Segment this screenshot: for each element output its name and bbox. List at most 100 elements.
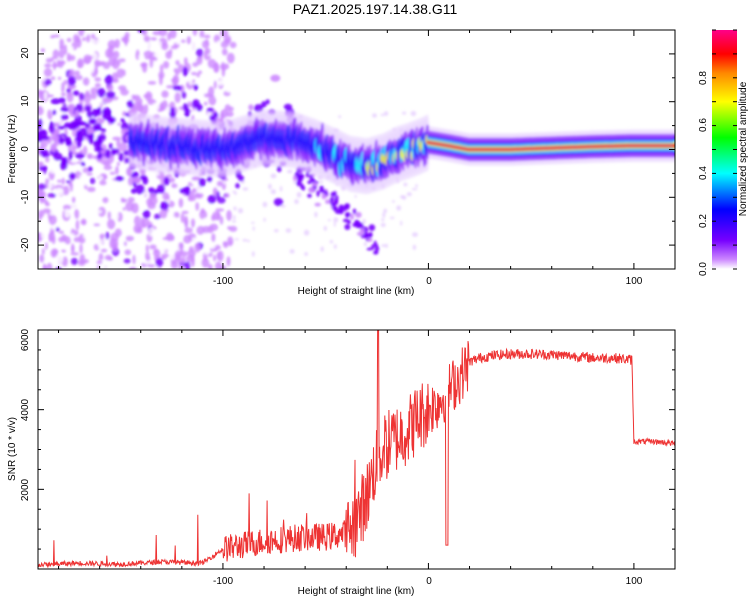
snr-panel: -100 0 100 Height of straight line (km) …	[7, 328, 676, 597]
heatmap-cell	[93, 140, 99, 148]
heatmap-cell	[42, 220, 51, 230]
colorbar: 0.0 0.2 0.4 0.6 0.8 Normalized spectral …	[698, 29, 749, 276]
heatmap-cell	[81, 167, 90, 173]
heatmap-cell	[107, 218, 116, 230]
heatmap-cell	[81, 205, 90, 213]
heatmap-cell	[381, 218, 385, 222]
heatmap-cell	[47, 193, 57, 198]
heatmap-cell	[137, 206, 146, 211]
heatmap-cell	[93, 209, 103, 214]
heatmap-cell	[138, 54, 145, 59]
heatmap-cell	[168, 253, 175, 260]
heatmap-cell	[209, 241, 216, 249]
heatmap-cell	[101, 61, 105, 65]
heatmap-cell	[78, 30, 86, 37]
heatmap-cell	[83, 31, 89, 36]
heatmap-cell	[184, 261, 191, 269]
heatmap-cell	[111, 72, 119, 83]
heatmap-cell	[82, 145, 88, 156]
heatmap-cell	[220, 40, 229, 49]
heatmap-cell	[74, 70, 80, 76]
heatmap-cell	[44, 78, 52, 86]
heatmap-cell	[402, 195, 407, 200]
heatmap-cell	[73, 34, 79, 43]
heatmap-cell	[191, 189, 198, 193]
heatmap-cell	[320, 246, 324, 252]
heatmap-cell	[403, 182, 408, 187]
heatmap-cell	[373, 240, 377, 246]
heatmap-cell	[165, 188, 175, 194]
heatmap-cell	[63, 79, 68, 85]
heatmap-cell	[87, 134, 94, 145]
heatmap-cell	[319, 185, 324, 191]
heatmap-cell	[368, 224, 376, 232]
spectrogram-ytick-label-3: 10	[20, 95, 31, 107]
heatmap-cell	[45, 157, 50, 163]
heatmap-cell	[175, 70, 180, 75]
heatmap-cell	[102, 197, 109, 204]
heatmap-cell	[91, 33, 96, 39]
heatmap-cell	[187, 249, 196, 257]
heatmap-cell	[51, 226, 56, 230]
heatmap-cell	[304, 252, 308, 256]
heatmap-cell	[183, 234, 192, 244]
heatmap-cell	[247, 239, 250, 243]
heatmap-cell	[61, 249, 66, 253]
heatmap-cell	[108, 188, 116, 197]
colorbar-tick-label-2: 0.4	[698, 166, 709, 180]
heatmap-cell	[80, 219, 87, 225]
spectrogram-xtick-label-0: -100	[213, 276, 233, 287]
heatmap-cell	[168, 177, 175, 183]
heatmap-cell	[39, 141, 48, 149]
heatmap-cell	[38, 183, 47, 190]
heatmap-cell	[96, 260, 103, 265]
colorbar-tick-label-0: 0.0	[698, 262, 709, 276]
heatmap-cell	[50, 76, 56, 81]
heatmap-cell	[165, 174, 173, 178]
snr-ytick-label-2: 6000	[20, 328, 31, 351]
heatmap-cell	[97, 87, 106, 98]
heatmap-cell	[219, 30, 229, 37]
heatmap-cell	[66, 37, 72, 43]
heatmap-cell	[131, 241, 141, 246]
heatmap-cell	[105, 149, 111, 159]
heatmap-cell	[415, 184, 418, 188]
heatmap-cell	[307, 180, 312, 185]
heatmap-cell	[219, 216, 224, 225]
heatmap-cell	[400, 220, 403, 226]
heatmap-cell	[135, 227, 141, 233]
heatmap-cell	[78, 127, 88, 138]
heatmap-cell	[198, 70, 202, 75]
heatmap-cell	[175, 60, 180, 66]
heatmap-cell	[171, 64, 178, 68]
heatmap-cell	[226, 210, 232, 221]
heatmap-cell	[169, 49, 173, 55]
heatmap-cell	[72, 90, 80, 96]
heatmap-cell	[48, 233, 52, 243]
heatmap-cell	[192, 62, 199, 67]
heatmap-cell	[383, 208, 388, 214]
heatmap-cell	[118, 85, 127, 91]
heatmap-cell	[194, 242, 201, 253]
heatmap-cell	[178, 198, 184, 208]
spectrogram-ytick-label-4: 20	[20, 47, 31, 59]
heatmap-cell	[165, 106, 172, 114]
heatmap-cell	[60, 92, 66, 97]
heatmap-cell	[199, 30, 205, 39]
heatmap-cell	[57, 76, 62, 80]
heatmap-cell	[197, 238, 206, 243]
heatmap-cell	[61, 177, 65, 185]
heatmap-cell	[226, 256, 231, 267]
heatmap-cell	[94, 83, 101, 88]
heatmap-cell	[143, 259, 152, 265]
heatmap-cell	[120, 122, 130, 131]
heatmap-cell	[130, 188, 137, 194]
heatmap-blobs	[38, 30, 675, 269]
heatmap-cell	[396, 205, 402, 211]
heatmap-cell	[350, 213, 354, 220]
heatmap-cell	[345, 212, 351, 217]
heatmap-cell	[224, 193, 230, 198]
heatmap-cell	[71, 159, 76, 163]
heatmap-cell	[68, 172, 76, 180]
heatmap-cell	[53, 38, 59, 49]
